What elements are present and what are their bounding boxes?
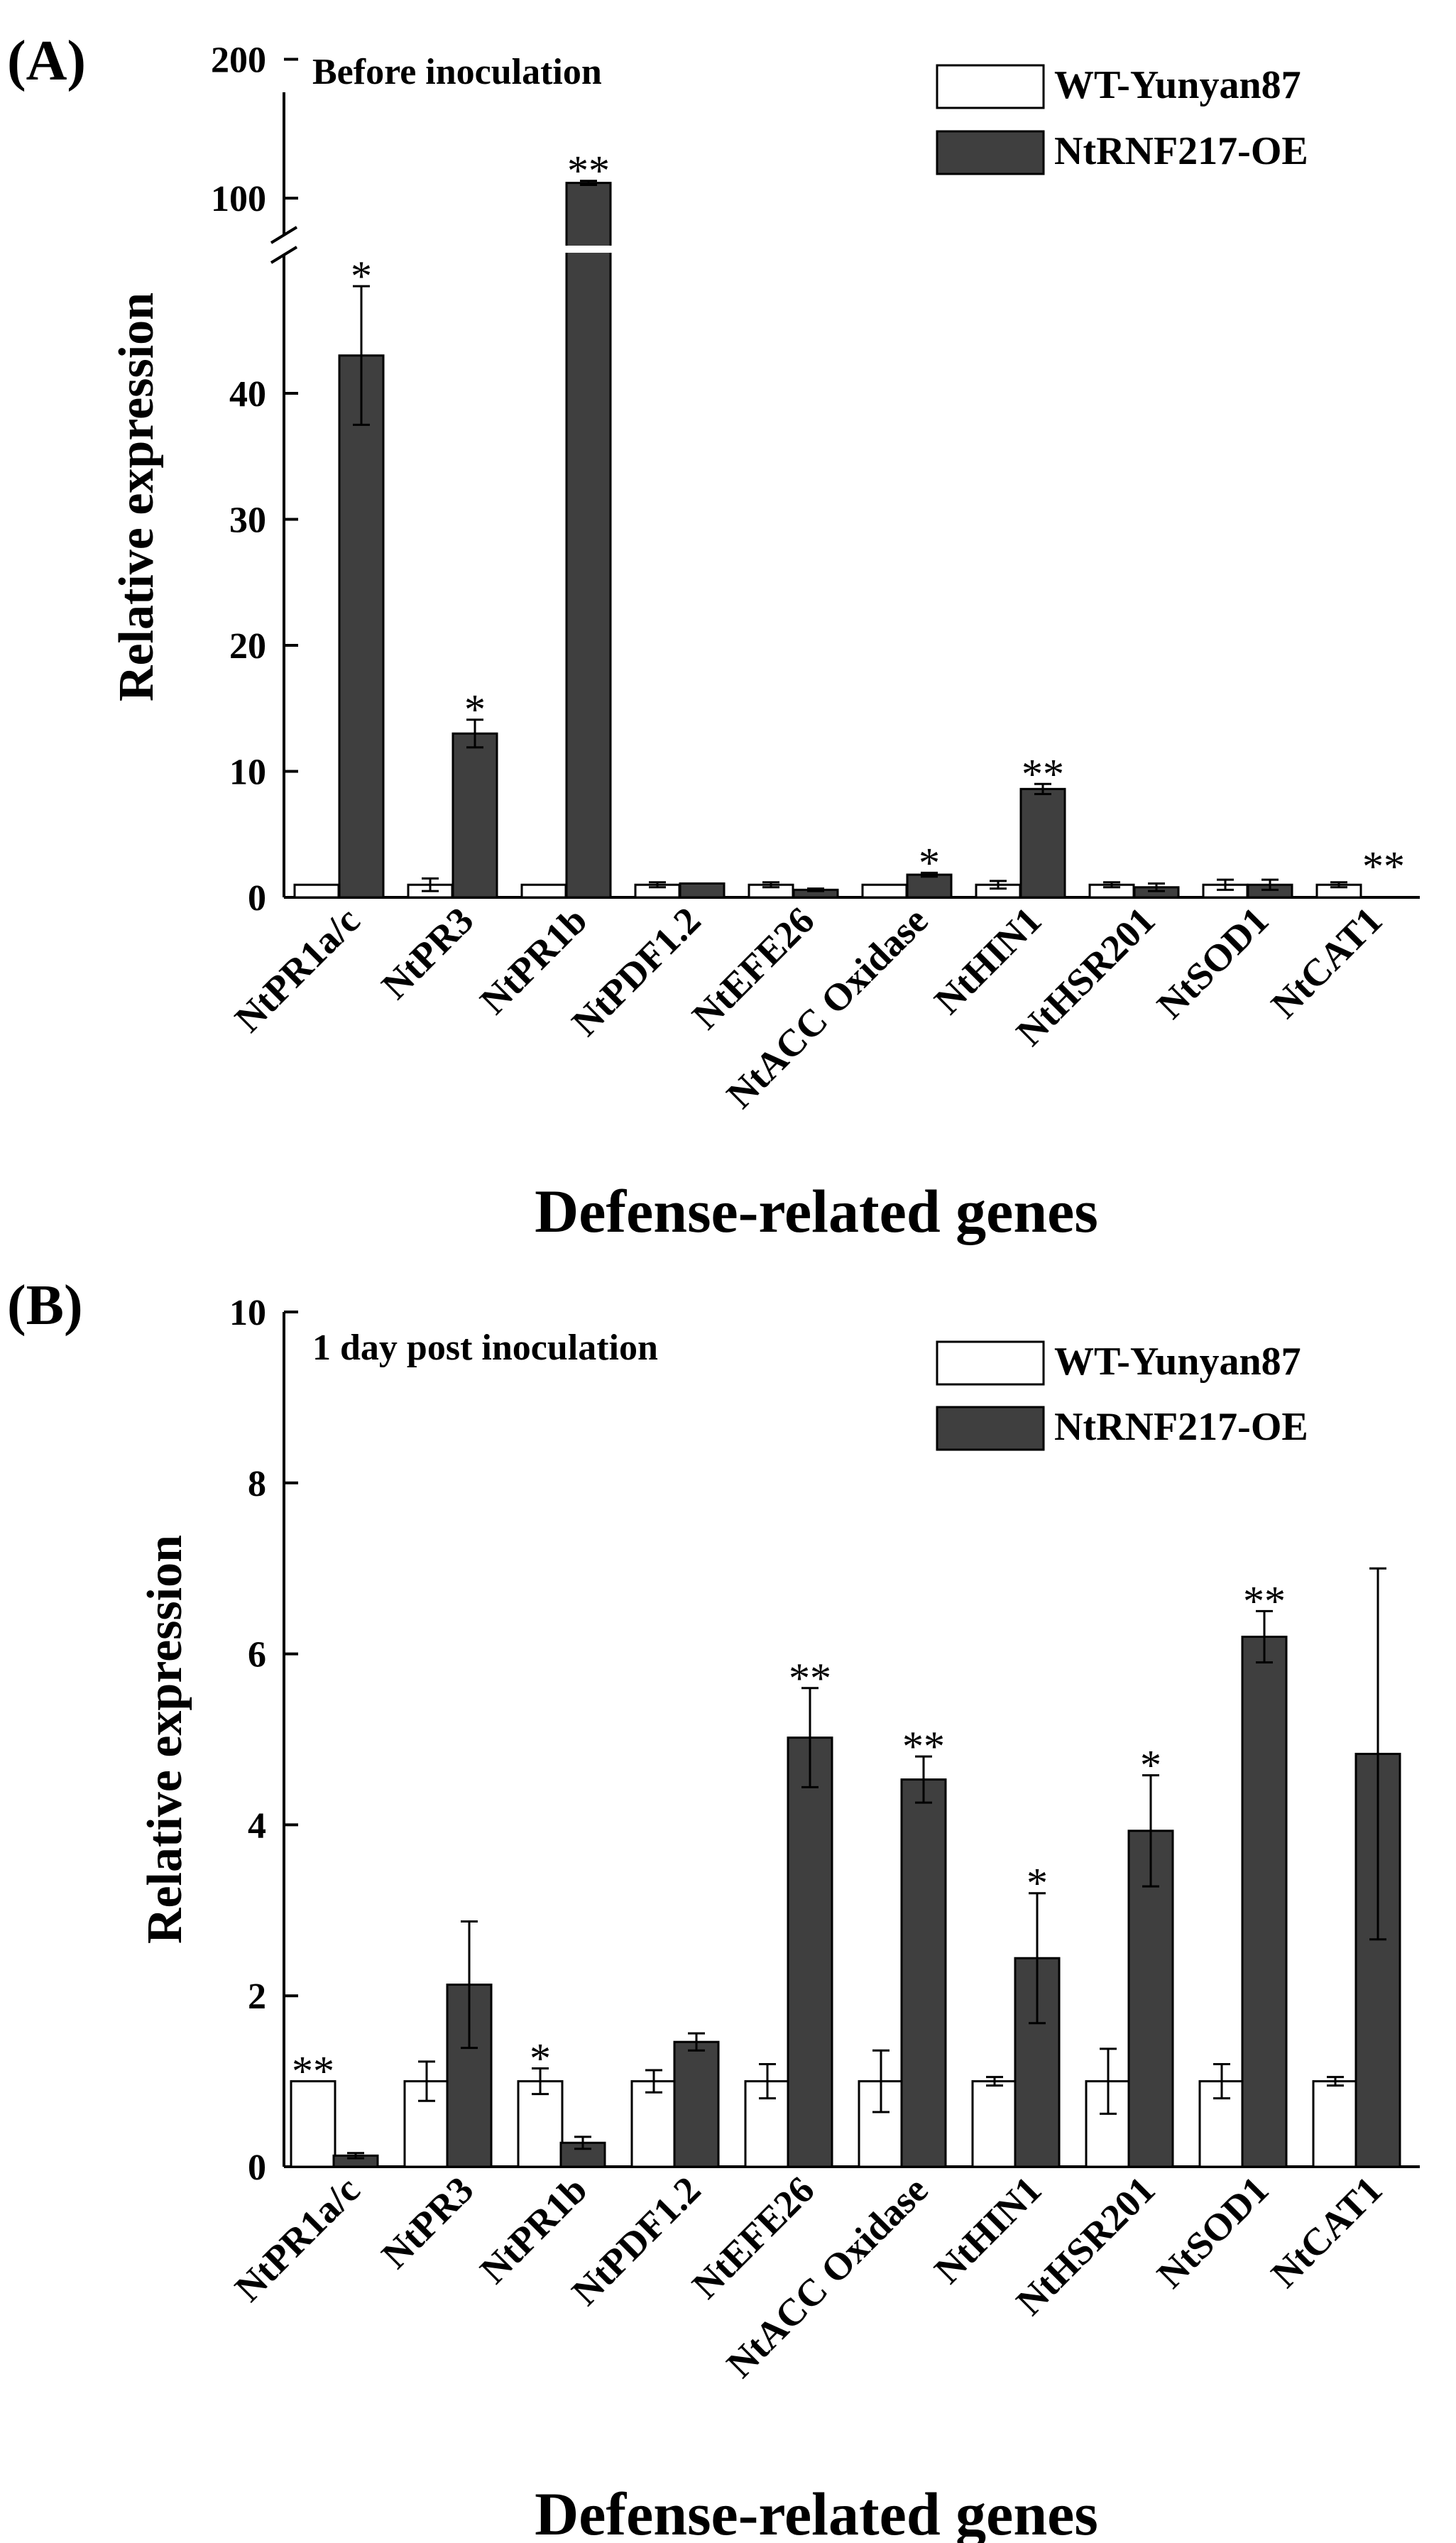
significance-mark: * (1027, 1860, 1048, 1907)
significance-mark: * (1140, 1742, 1161, 1789)
bar-wt (293, 883, 340, 899)
legend: WT-Yunyan87 NtRNF217-OE (936, 63, 1308, 175)
y-tick-label: 20 (229, 626, 266, 667)
panel-annotation: 1 day post inoculation (312, 1328, 658, 1368)
significance-mark: ** (292, 2048, 334, 2095)
significance-mark: * (919, 839, 940, 886)
bar-oe (338, 354, 385, 899)
axis-break-mark (270, 226, 298, 244)
legend-swatch (936, 1406, 1045, 1451)
y-tick-label: 0 (248, 878, 266, 919)
axis-break-mark (270, 246, 298, 264)
significance-mark: ** (1243, 1577, 1286, 1624)
legend-swatch (936, 1340, 1045, 1386)
x-tick-label: NtPR3 (373, 899, 482, 1007)
x-tick-label: NtPR1a/c (226, 2168, 368, 2309)
y-tick-label: 200 (211, 40, 266, 80)
bar-oe (559, 2141, 606, 2168)
significance-mark: ** (789, 1655, 831, 1702)
legend-label: NtRNF217-OE (1054, 129, 1308, 173)
legend-swatch (936, 64, 1045, 109)
x-tick-label: NtSOD1 (1149, 2168, 1276, 2296)
y-axis-title: Relative expression (138, 1535, 192, 1944)
x-tick-label: NtPR1a/c (226, 899, 368, 1040)
bar-oe (1354, 1752, 1401, 2168)
y-tick-label: 8 (248, 1464, 266, 1504)
bar-oe (673, 2040, 720, 2168)
bar-oe (1019, 787, 1066, 899)
x-axis-title: Defense-related genes (535, 1177, 1098, 1245)
bar-wt (861, 883, 908, 899)
y-tick-label: 100 (211, 179, 266, 219)
x-tick-label: NtACC Oxidase (718, 899, 936, 1117)
legend: WT-Yunyan87 NtRNF217-OE (936, 1340, 1308, 1451)
x-axis-title: Defense-related genes (535, 2480, 1098, 2543)
bar-oe (1241, 1636, 1288, 2168)
x-tick-label: NtPR3 (373, 2168, 482, 2277)
significance-mark: ** (902, 1723, 945, 1770)
significance-mark: * (351, 253, 372, 300)
y-tick-label: 10 (229, 1293, 266, 1333)
significance-mark: ** (1022, 750, 1064, 797)
bar-oe (787, 1737, 833, 2168)
significance-mark: ** (1362, 843, 1405, 890)
legend-label: WT-Yunyan87 (1054, 63, 1301, 107)
bar-wt (971, 2080, 1018, 2168)
bar-oe (565, 182, 612, 899)
y-tick-label: 4 (248, 1805, 266, 1846)
y-tick-label: 40 (229, 374, 266, 415)
x-tick-label: NtCAT1 (1263, 899, 1391, 1027)
axis-break-gap (564, 246, 613, 253)
y-tick-label: 6 (248, 1635, 266, 1675)
y-tick-label: 30 (229, 501, 266, 541)
bar-wt (630, 2080, 677, 2168)
panel-b: (B) 1 day post inoculation 0 2 4 6 8 10 Relative… (7, 1274, 1420, 2543)
panel-label: (A) (7, 30, 86, 92)
bar-oe (451, 732, 498, 899)
bar-oe (900, 1778, 947, 2168)
significance-mark: ** (567, 148, 610, 195)
x-tick-label: NtCAT1 (1263, 2168, 1391, 2296)
y-tick-label: 2 (248, 1976, 266, 2017)
y-axis-title: Relative expression (109, 292, 164, 701)
y-tick-label: 0 (248, 2148, 266, 2188)
bar-wt (1312, 2080, 1359, 2168)
legend-label: NtRNF217-OE (1054, 1405, 1308, 1449)
legend-label: WT-Yunyan87 (1054, 1340, 1301, 1384)
bar-wt (290, 2080, 336, 2168)
y-tick-label: 10 (229, 753, 266, 793)
x-tick-label: NtACC Oxidase (718, 2168, 936, 2386)
panel-label: (B) (7, 1274, 83, 1337)
legend-swatch (936, 130, 1045, 175)
significance-mark: * (464, 687, 486, 733)
panel-annotation: Before inoculation (312, 52, 602, 92)
bar-wt (520, 883, 567, 899)
significance-mark: * (530, 2035, 551, 2082)
x-tick-label: NtSOD1 (1149, 899, 1276, 1027)
bar-oe (679, 882, 726, 899)
panel-a: (A) Before inoculation 0 10 20 30 40 100 200 Rela… (7, 30, 1420, 1245)
